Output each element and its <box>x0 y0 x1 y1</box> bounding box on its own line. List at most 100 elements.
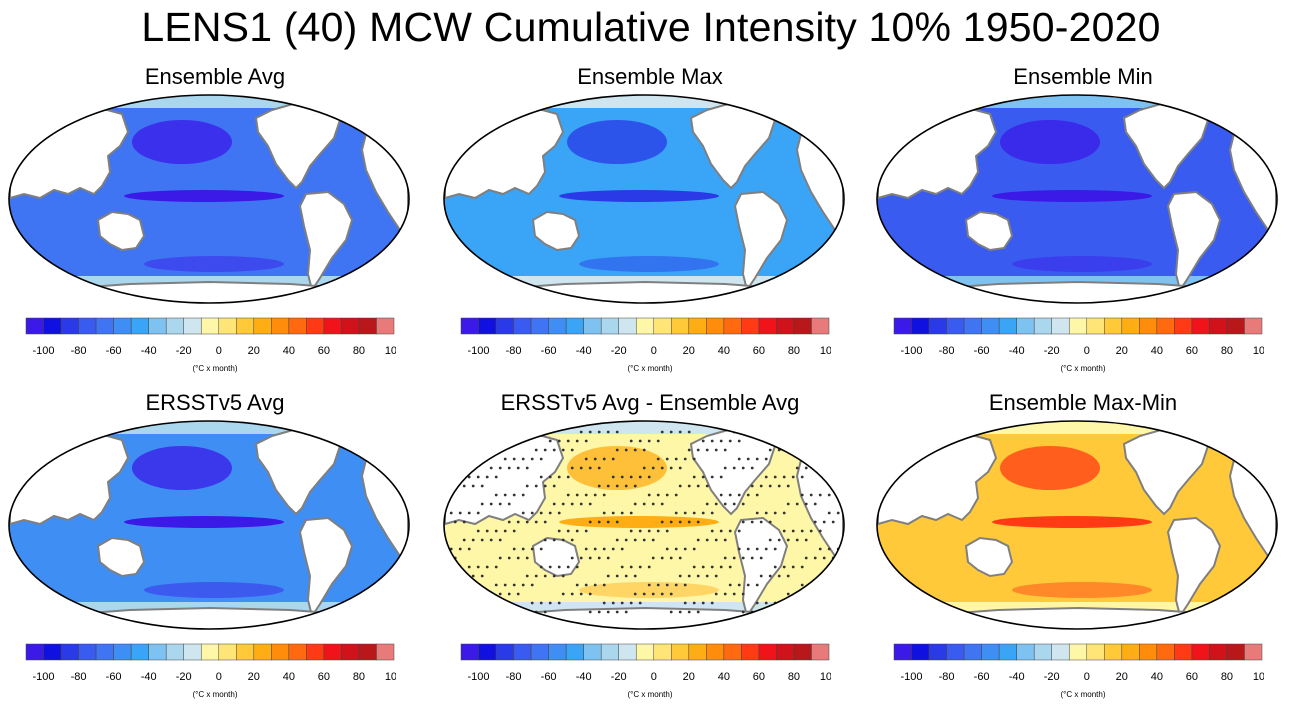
colorbar-swatch <box>583 643 602 661</box>
colorbar-swatch <box>271 643 290 661</box>
land-antarctica <box>9 280 409 303</box>
colorbar-swatch <box>1051 317 1070 335</box>
colorbar-tick-label: 40 <box>283 345 295 357</box>
colorbar-tick-label: -20 <box>176 671 192 683</box>
equatorial-anomaly <box>992 516 1152 528</box>
colorbar-swatch <box>1139 643 1158 661</box>
colorbar-swatch <box>963 643 982 661</box>
colorbar-swatch <box>130 643 149 661</box>
colorbar-swatch <box>1209 643 1228 661</box>
colorbar-tick-label: -80 <box>939 671 955 683</box>
panel-ensemble-max-min: Ensemble Max-Min -100 -80 -60 -40 -20 0 20 40 60 8… <box>868 390 1298 708</box>
colorbar-tick-label: -20 <box>611 345 627 357</box>
map-field <box>9 95 409 303</box>
southern-ocean-anomaly <box>579 256 719 272</box>
colorbar-swatch <box>60 317 79 335</box>
map-field <box>444 421 844 629</box>
colorbar-tick-label: -40 <box>576 345 592 357</box>
colorbar-tick-label: -20 <box>1044 671 1060 683</box>
colorbar-swatch <box>981 643 1000 661</box>
colorbar-tick-label: 100 <box>385 345 396 357</box>
colorbar-swatch <box>358 317 377 335</box>
north-pacific-anomaly <box>1000 446 1100 490</box>
map <box>8 94 410 304</box>
colorbar-swatch <box>271 317 290 335</box>
colorbar-swatch <box>893 317 912 335</box>
colorbar-swatch <box>78 643 97 661</box>
land-south-america <box>733 516 789 619</box>
colorbar-swatch <box>1104 643 1123 661</box>
colorbar: -100 -80 -60 -40 -20 0 20 40 60 80 100 <box>460 317 831 357</box>
panel-ensemble-min: Ensemble Min -100 -80 -60 -40 -20 0 20 40 60 80 100… <box>868 64 1298 382</box>
equatorial-anomaly <box>559 516 719 528</box>
colorbar-swatch <box>911 643 930 661</box>
land-south-america <box>733 190 789 293</box>
colorbar-swatch <box>530 643 549 661</box>
colorbar-tick-label: 60 <box>318 345 330 357</box>
colorbar-tick-label: -60 <box>106 345 122 357</box>
colorbar-tick-label: 60 <box>318 671 330 683</box>
southern-ocean-anomaly <box>144 256 284 272</box>
colorbar-swatch <box>288 317 307 335</box>
colorbar-swatch <box>113 317 132 335</box>
colorbar-tick-label: -60 <box>974 671 990 683</box>
colorbar-tick-label: 80 <box>788 671 800 683</box>
colorbar-tick-label: -60 <box>541 345 557 357</box>
land-south-america <box>1166 190 1222 293</box>
colorbar-tick-label: 80 <box>353 345 365 357</box>
colorbar-swatch <box>1226 643 1245 661</box>
north-pacific-anomaly <box>1000 120 1100 164</box>
map-frame <box>443 420 845 630</box>
colorbar-swatch <box>358 643 377 661</box>
land-australia <box>96 536 146 578</box>
equatorial-anomaly <box>559 190 719 202</box>
colorbar-swatch <box>1244 317 1263 335</box>
map-frame <box>8 94 410 304</box>
colorbar-tick-label: 60 <box>753 671 765 683</box>
colorbar-swatch <box>478 317 497 335</box>
colorbar-tick-label: 40 <box>718 345 730 357</box>
colorbar-swatch <box>60 643 79 661</box>
colorbar-swatch <box>306 643 325 661</box>
colorbar-tick-label: 20 <box>248 671 260 683</box>
colorbar-swatch <box>811 643 830 661</box>
colorbar-swatch <box>1191 317 1210 335</box>
colorbar-swatch <box>1016 643 1035 661</box>
north-pacific-anomaly <box>567 446 667 490</box>
colorbar-tick-label: -80 <box>506 345 522 357</box>
colorbar-swatch <box>946 317 965 335</box>
colorbar-tick-label: 40 <box>1151 345 1163 357</box>
colorbar-swatch <box>130 317 149 335</box>
colorbar-swatch <box>288 643 307 661</box>
colorbar-tick-label: -20 <box>611 671 627 683</box>
equatorial-anomaly <box>992 190 1152 202</box>
colorbar-swatch <box>236 317 255 335</box>
colorbar-tick-label: -20 <box>1044 345 1060 357</box>
colorbar-tick-label: -100 <box>901 345 923 357</box>
colorbar-swatch <box>236 643 255 661</box>
colorbar-swatch <box>998 643 1017 661</box>
map <box>8 420 410 630</box>
land-antarctica <box>444 606 844 629</box>
colorbar-tick-label: 40 <box>1151 671 1163 683</box>
colorbar-tick-label: -100 <box>901 671 923 683</box>
colorbar-swatch <box>165 317 184 335</box>
colorbar-swatch <box>548 317 567 335</box>
colorbar-swatch <box>513 317 532 335</box>
colorbar-swatch <box>1086 643 1105 661</box>
colorbar-swatch <box>513 643 532 661</box>
colorbar-swatch <box>600 643 619 661</box>
colorbar-tick-label: 0 <box>216 671 222 683</box>
colorbar-swatch <box>1209 317 1228 335</box>
colorbar-swatch <box>776 643 795 661</box>
colorbar-swatch <box>183 643 202 661</box>
colorbar-tick-label: -40 <box>1009 345 1025 357</box>
colorbar-swatch <box>1174 643 1193 661</box>
colorbar-swatch <box>618 317 637 335</box>
colorbar-swatch <box>1139 317 1158 335</box>
colorbar-swatch <box>706 643 725 661</box>
land-greenland <box>1208 422 1244 452</box>
colorbar-swatch <box>723 317 742 335</box>
colorbar-tick-label: 20 <box>1116 671 1128 683</box>
colorbar-tick-label: 0 <box>651 345 657 357</box>
